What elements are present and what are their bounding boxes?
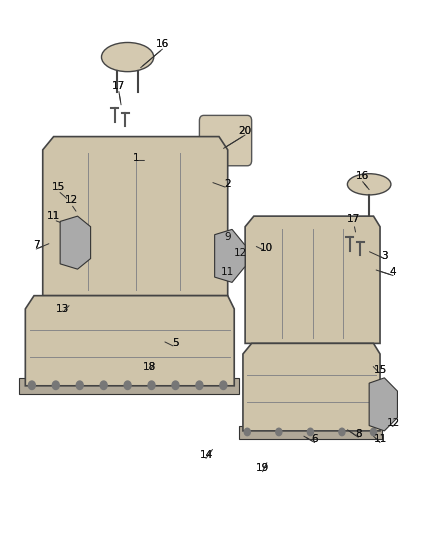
Text: 3: 3 xyxy=(381,251,388,261)
Text: 16: 16 xyxy=(156,39,169,49)
Text: 12: 12 xyxy=(386,418,400,428)
Text: 3: 3 xyxy=(381,251,388,261)
Text: 14: 14 xyxy=(199,450,212,460)
Text: 12: 12 xyxy=(386,418,400,428)
PathPatch shape xyxy=(25,296,234,386)
Text: 15: 15 xyxy=(51,182,64,192)
Text: 6: 6 xyxy=(311,434,318,444)
Circle shape xyxy=(52,381,59,390)
Text: 11: 11 xyxy=(221,267,234,277)
Text: 1: 1 xyxy=(133,153,140,163)
Text: 11: 11 xyxy=(374,434,387,444)
FancyBboxPatch shape xyxy=(199,115,252,166)
Text: 16: 16 xyxy=(156,39,169,49)
Text: 8: 8 xyxy=(355,429,362,439)
Text: 19: 19 xyxy=(256,463,269,473)
Text: 2: 2 xyxy=(224,179,231,189)
Text: 17: 17 xyxy=(347,214,360,224)
Text: 5: 5 xyxy=(172,338,179,349)
Text: 17: 17 xyxy=(112,81,126,91)
Text: 12: 12 xyxy=(234,248,247,259)
Circle shape xyxy=(100,381,107,390)
Text: 15: 15 xyxy=(374,365,387,375)
Circle shape xyxy=(172,381,179,390)
Text: 17: 17 xyxy=(112,81,126,91)
Text: 9: 9 xyxy=(224,232,231,243)
Circle shape xyxy=(371,428,377,435)
Text: 16: 16 xyxy=(356,172,369,181)
Text: 8: 8 xyxy=(355,429,362,439)
Circle shape xyxy=(220,381,227,390)
Text: 6: 6 xyxy=(311,434,318,444)
Ellipse shape xyxy=(347,174,391,195)
Text: 13: 13 xyxy=(56,304,69,314)
Text: 19: 19 xyxy=(256,463,269,473)
PathPatch shape xyxy=(60,216,91,269)
Text: 20: 20 xyxy=(239,126,252,136)
PathPatch shape xyxy=(239,425,382,439)
Text: 4: 4 xyxy=(390,267,396,277)
PathPatch shape xyxy=(43,136,228,296)
Circle shape xyxy=(339,428,345,435)
PathPatch shape xyxy=(19,378,239,394)
PathPatch shape xyxy=(215,229,245,282)
Text: 11: 11 xyxy=(221,267,234,277)
Text: 10: 10 xyxy=(260,243,273,253)
Text: 20: 20 xyxy=(239,126,252,136)
Text: 17: 17 xyxy=(347,214,360,224)
Circle shape xyxy=(196,381,203,390)
Text: 11: 11 xyxy=(47,211,60,221)
Text: 11: 11 xyxy=(374,434,387,444)
Circle shape xyxy=(148,381,155,390)
Text: 11: 11 xyxy=(47,211,60,221)
Text: 4: 4 xyxy=(390,267,396,277)
Circle shape xyxy=(124,381,131,390)
Text: 15: 15 xyxy=(51,182,64,192)
Text: 2: 2 xyxy=(224,179,231,189)
Text: 7: 7 xyxy=(33,240,39,251)
PathPatch shape xyxy=(369,378,397,431)
Text: 12: 12 xyxy=(234,248,247,259)
PathPatch shape xyxy=(245,216,380,343)
Text: 14: 14 xyxy=(199,450,212,460)
Text: 18: 18 xyxy=(143,362,156,372)
Circle shape xyxy=(76,381,83,390)
Text: 5: 5 xyxy=(172,338,179,349)
Text: 13: 13 xyxy=(56,304,69,314)
Text: 18: 18 xyxy=(143,362,156,372)
Text: 9: 9 xyxy=(224,232,231,243)
Text: 12: 12 xyxy=(64,195,78,205)
Circle shape xyxy=(307,428,314,435)
PathPatch shape xyxy=(243,343,380,431)
Text: 12: 12 xyxy=(64,195,78,205)
Text: 16: 16 xyxy=(356,172,369,181)
Text: 1: 1 xyxy=(133,153,140,163)
Text: 7: 7 xyxy=(33,240,39,251)
Circle shape xyxy=(28,381,35,390)
Circle shape xyxy=(244,428,251,435)
Circle shape xyxy=(276,428,282,435)
Text: 10: 10 xyxy=(260,243,273,253)
Text: 15: 15 xyxy=(374,365,387,375)
Ellipse shape xyxy=(102,43,154,71)
